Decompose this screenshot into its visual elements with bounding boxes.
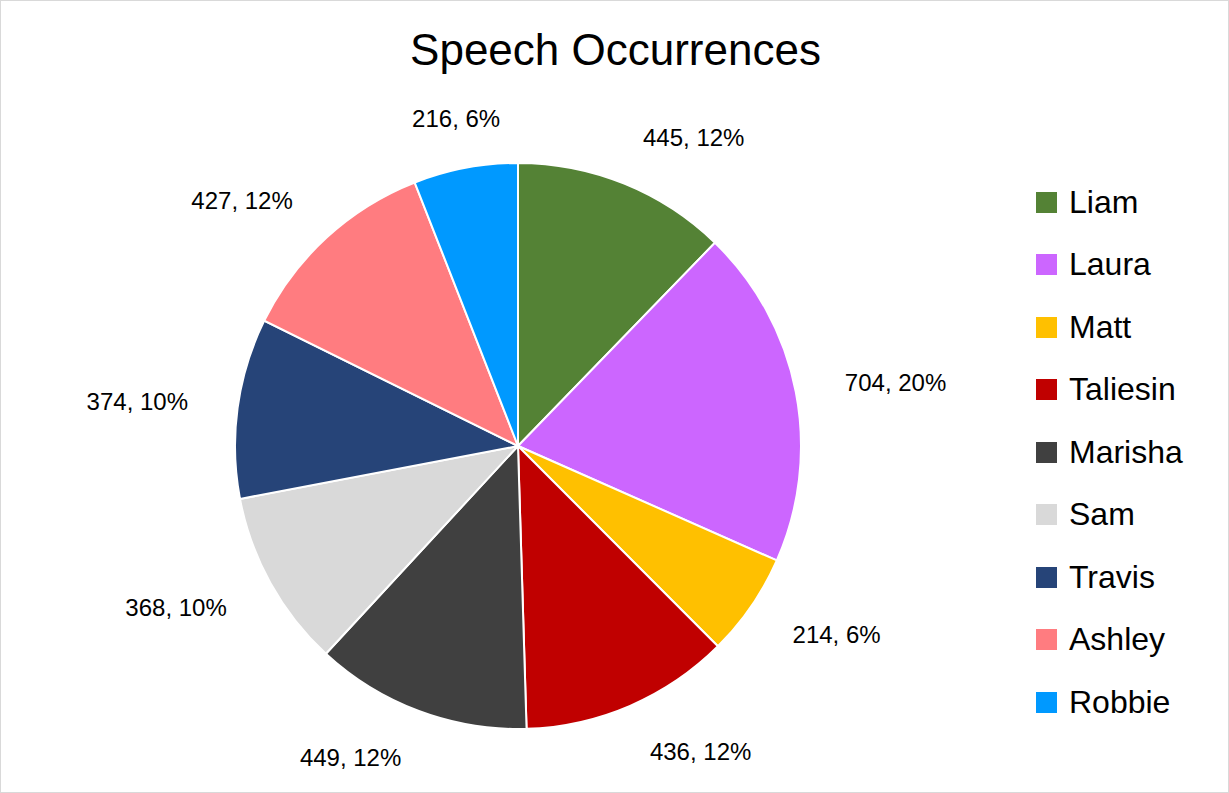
svg-text:214, 6%: 214, 6% <box>793 621 881 648</box>
html-text:Laura: Laura <box>1069 246 1151 283</box>
html-text:Taliesin: Taliesin <box>1069 371 1176 408</box>
html-text:Sam: Sam <box>1069 496 1135 533</box>
svg-text:427, 12%: 427, 12% <box>191 187 292 214</box>
html-text:Matt: Matt <box>1069 308 1132 345</box>
html-text:Travis: Travis <box>1069 558 1155 595</box>
html-text:Marisha: Marisha <box>1069 433 1183 470</box>
svg-text:216, 6%: 216, 6% <box>412 105 500 132</box>
html-text:Speech Occurrences: Speech Occurrences <box>410 25 821 74</box>
svg-text:368, 10%: 368, 10% <box>125 594 226 621</box>
html-text:Ashley: Ashley <box>1069 621 1165 658</box>
svg-text:445, 12%: 445, 12% <box>643 124 744 151</box>
html-text:Liam: Liam <box>1069 183 1139 220</box>
svg-text:449, 12%: 449, 12% <box>300 744 401 771</box>
svg-text:374, 10%: 374, 10% <box>87 388 188 415</box>
svg-text:436, 12%: 436, 12% <box>650 738 751 765</box>
html-text:Robbie: Robbie <box>1069 683 1171 720</box>
svg-text:704, 20%: 704, 20% <box>845 369 946 396</box>
